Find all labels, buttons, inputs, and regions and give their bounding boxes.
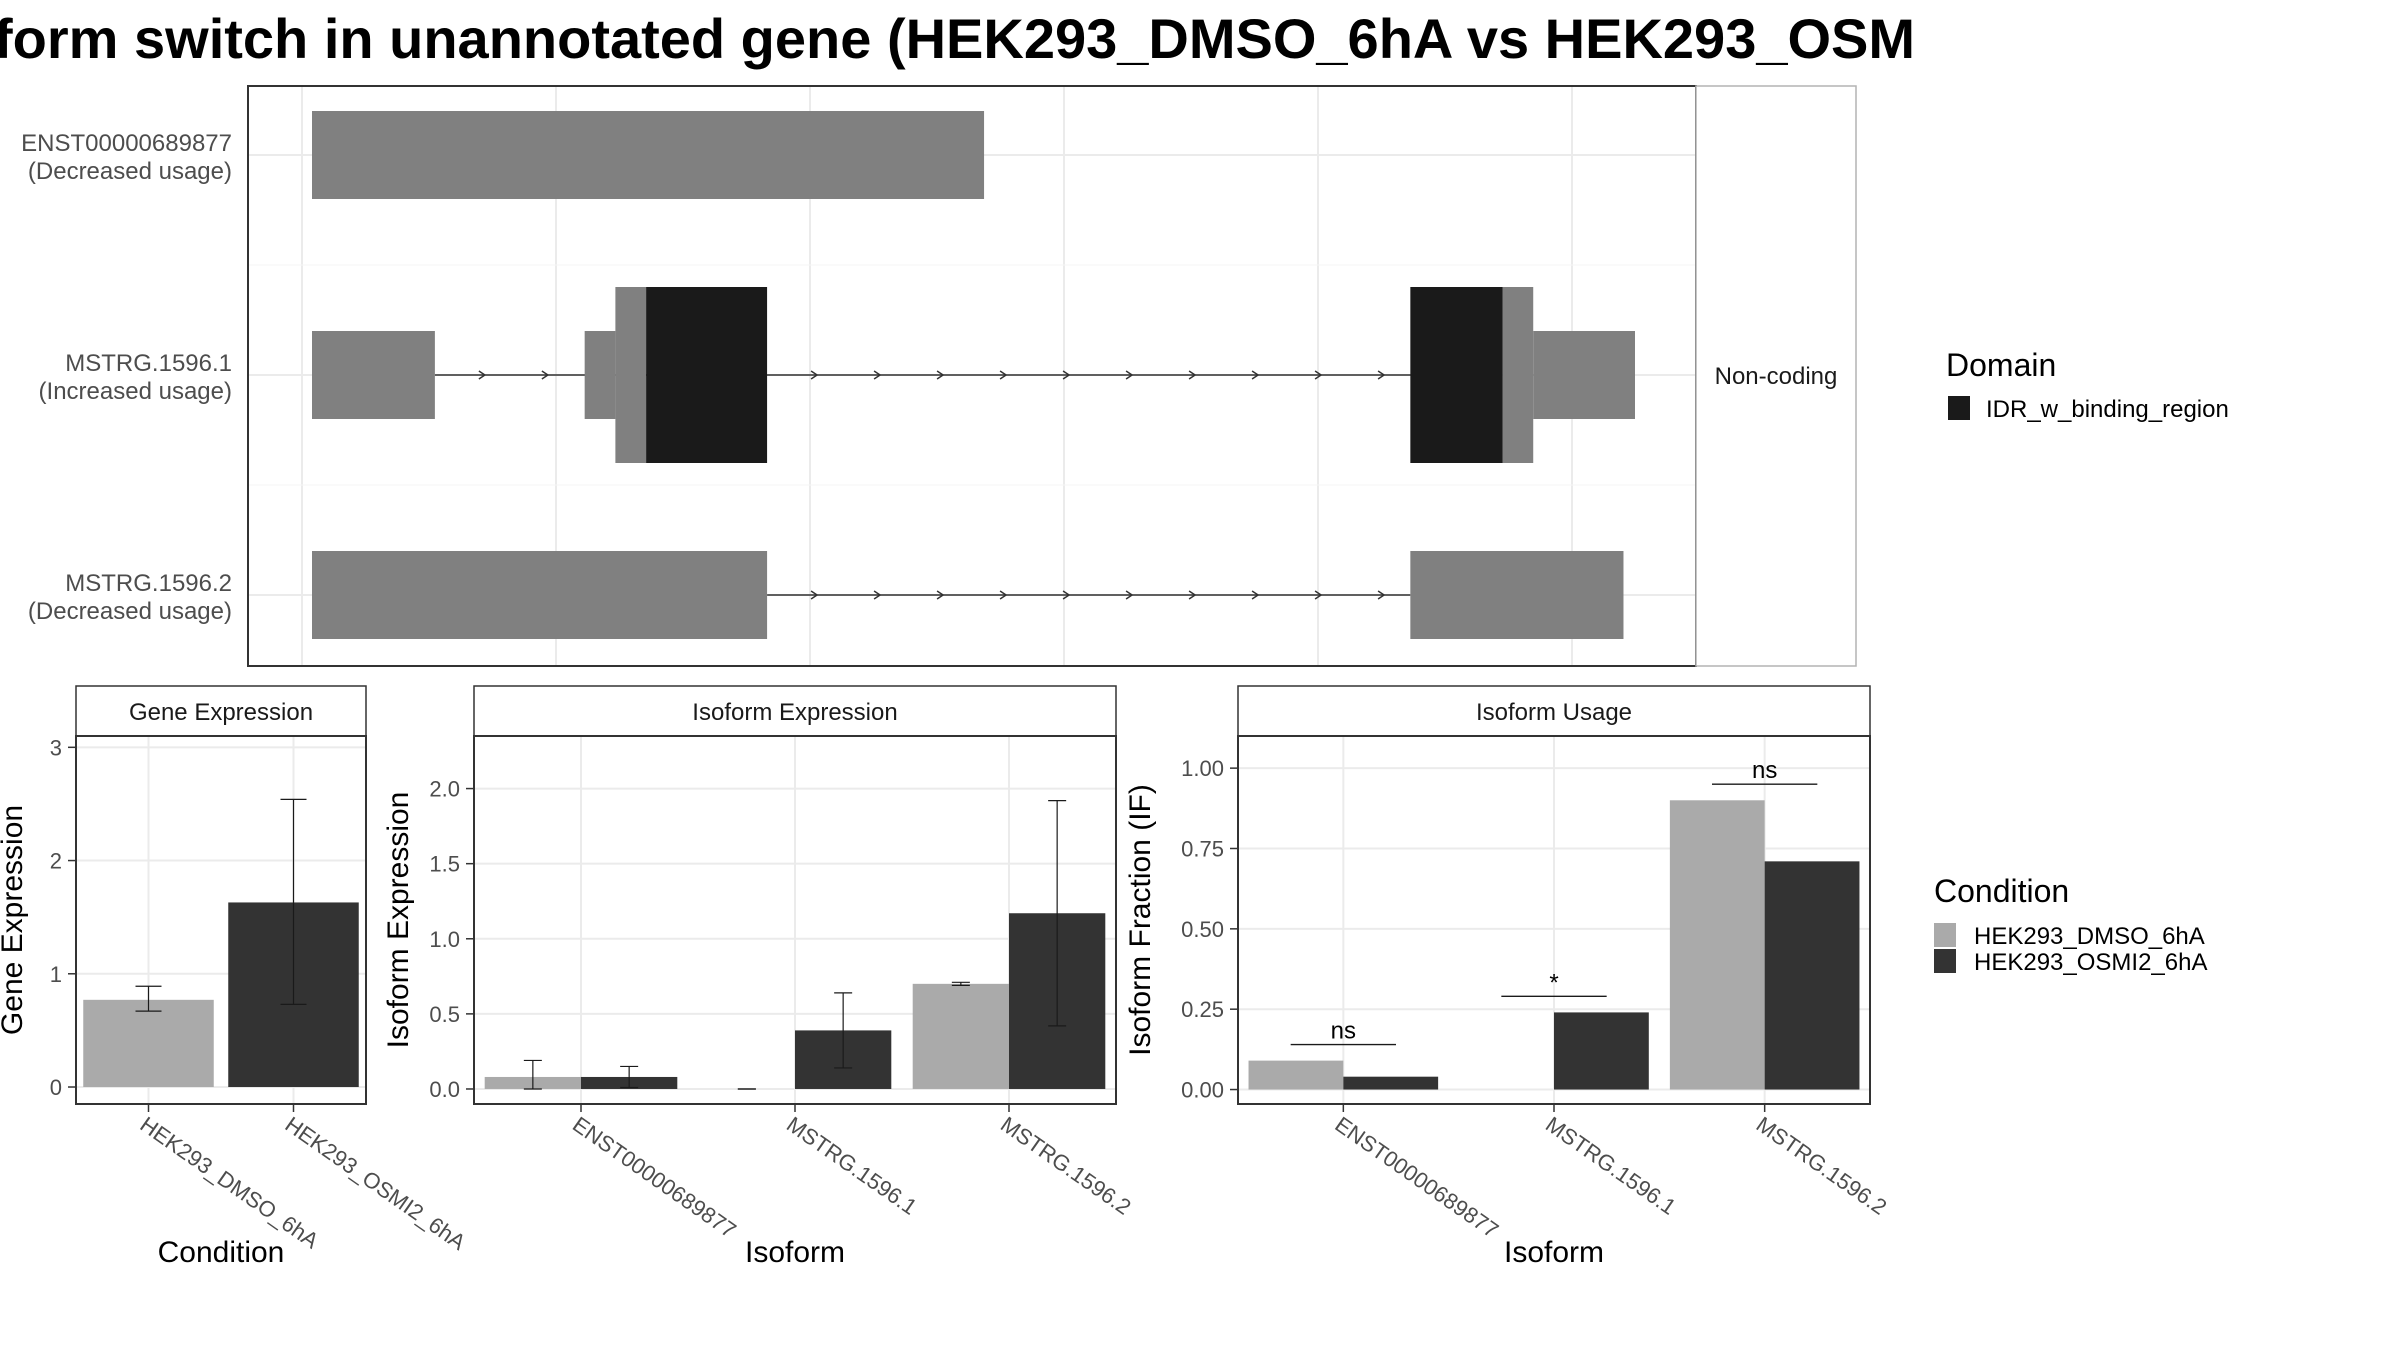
intron-arrow	[999, 590, 1008, 600]
intron-arrow	[541, 370, 550, 380]
gene-structure-panel: ENST00000689877(Decreased usage)MSTRG.15…	[21, 85, 1857, 667]
bar	[1669, 800, 1765, 1090]
x-tick-label: MSTRG.1596.2	[996, 1112, 1136, 1220]
exon-block	[312, 111, 985, 199]
exon-block	[312, 551, 768, 639]
y-tick-label: 1	[50, 962, 62, 987]
intron-arrow	[999, 370, 1008, 380]
y-tick-label: 0.5	[429, 1002, 460, 1027]
intron-arrow	[810, 370, 819, 380]
panel-strip	[75, 685, 367, 737]
exon-block	[1502, 287, 1534, 463]
panel-strip	[1237, 685, 1871, 737]
bar	[1554, 1012, 1649, 1090]
panel-strip	[473, 685, 1117, 737]
x-tick-label: ENST00000689877	[568, 1112, 741, 1243]
panel-strip-label: Gene Expression	[129, 699, 313, 726]
condition-legend-title: Condition	[1934, 873, 2069, 909]
condition-legend-label: HEK293_OSMI2_6hA	[1974, 949, 2207, 976]
intron-arrow	[1314, 590, 1323, 600]
isoform-status-label: (Decreased usage)	[28, 158, 232, 185]
x-tick-label: MSTRG.1596.1	[782, 1112, 922, 1220]
intron-arrow	[1062, 370, 1071, 380]
isoform-id-label: MSTRG.1596.1	[65, 350, 232, 377]
x-axis-title: Isoform	[1504, 1236, 1604, 1269]
domain-legend-label: IDR_w_binding_region	[1986, 396, 2229, 423]
bar	[1343, 1076, 1439, 1090]
isoform-status-label: (Increased usage)	[39, 378, 232, 405]
intron-arrow	[1377, 590, 1386, 600]
y-tick-label: 2.0	[429, 777, 460, 802]
x-tick-label: MSTRG.1596.1	[1541, 1112, 1681, 1220]
exon-block	[1533, 331, 1635, 419]
intron-arrow	[1377, 370, 1386, 380]
bar	[1248, 1060, 1344, 1090]
isoform-expression-panel: Isoform Expression 0.0 0.5 1.0 1.5 2.0 ENST000…	[382, 685, 1136, 1269]
y-tick-label: 3	[50, 735, 62, 760]
y-tick-label: 2	[50, 849, 62, 874]
side-strip-label: Non-coding	[1715, 363, 1838, 390]
x-tick-label: MSTRG.1596.2	[1752, 1112, 1892, 1220]
x-tick-label: ENST00000689877	[1330, 1112, 1503, 1243]
bar	[912, 983, 1009, 1089]
exon-block	[584, 331, 616, 419]
y-tick-label: 0.75	[1181, 836, 1224, 861]
intron-arrow	[873, 590, 882, 600]
intron-arrow	[936, 590, 945, 600]
significance-label: *	[1549, 969, 1558, 996]
condition-legend-swatch	[1934, 949, 1956, 973]
isoform-usage-panel: Isoform Usage 0.00 0.25 0.50 0.75 1.00 ns * ns EN…	[1124, 685, 1892, 1269]
panel-border	[75, 735, 367, 1105]
significance-label: ns	[1331, 1018, 1356, 1045]
condition-legend-label: HEK293_DMSO_6hA	[1974, 923, 2205, 950]
bar	[83, 999, 214, 1088]
intron-arrow	[1125, 370, 1134, 380]
isoform-status-label: (Decreased usage)	[28, 598, 232, 625]
exon-block	[1410, 551, 1624, 639]
y-tick-label: 0.50	[1181, 917, 1224, 942]
y-tick-label: 1.0	[429, 927, 460, 952]
x-axis-title: Isoform	[745, 1236, 845, 1269]
isoform-id-label: MSTRG.1596.2	[65, 570, 232, 597]
condition-legend-swatch	[1934, 923, 1956, 947]
panel-strip-label: Isoform Expression	[692, 699, 897, 726]
intron-arrow	[1125, 590, 1134, 600]
intron-arrow	[478, 370, 487, 380]
intron-arrow	[1314, 370, 1323, 380]
intron-arrow	[810, 590, 819, 600]
y-tick-label: 0	[50, 1075, 62, 1100]
x-axis-title: Condition	[158, 1236, 285, 1269]
intron-arrow	[1251, 370, 1260, 380]
domain-legend-title: Domain	[1946, 347, 2056, 383]
legends: Domain IDR_w_binding_region Condition HEK29…	[1934, 347, 2229, 976]
y-tick-label: 0.0	[429, 1077, 460, 1102]
y-tick-label: 0.25	[1181, 997, 1224, 1022]
intron-arrow	[1251, 590, 1260, 600]
y-axis-title: Gene Expression	[0, 805, 29, 1035]
y-axis-title: Isoform Fraction (IF)	[1124, 784, 1157, 1056]
intron-arrow	[873, 370, 882, 380]
exon-block	[615, 287, 647, 463]
bar	[1764, 861, 1860, 1090]
isoform-id-label: ENST00000689877	[21, 130, 232, 157]
intron-arrow	[936, 370, 945, 380]
y-tick-label: 1.5	[429, 852, 460, 877]
intron-arrow	[1188, 590, 1197, 600]
domain-block	[1410, 287, 1503, 463]
intron-arrow	[1062, 590, 1071, 600]
y-tick-label: 0.00	[1181, 1078, 1224, 1103]
domain-block	[646, 287, 768, 463]
significance-label: ns	[1752, 757, 1777, 784]
y-axis-title: Isoform Expression	[382, 792, 415, 1049]
domain-legend-swatch	[1948, 396, 1970, 420]
intron-arrow	[1188, 370, 1197, 380]
exon-block	[312, 331, 435, 419]
figure-title: form switch in unannotated gene (HEK293_…	[0, 7, 1915, 70]
structure-side-strip	[1695, 85, 1857, 667]
y-tick-label: 1.00	[1181, 756, 1224, 781]
panel-strip-label: Isoform Usage	[1476, 699, 1632, 726]
